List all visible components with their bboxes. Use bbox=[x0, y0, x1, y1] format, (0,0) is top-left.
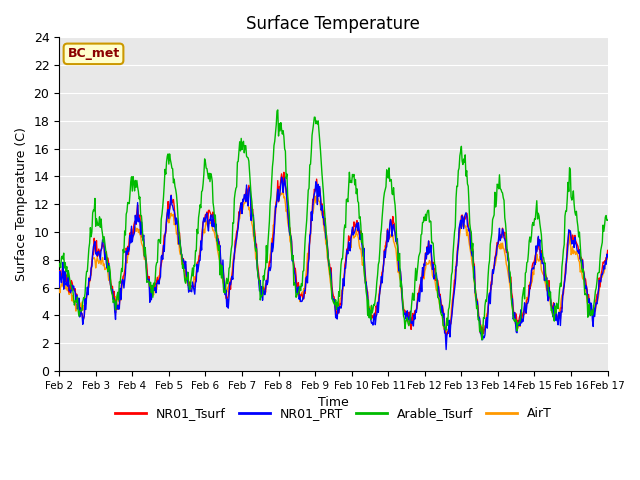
X-axis label: Time: Time bbox=[318, 396, 349, 409]
Title: Surface Temperature: Surface Temperature bbox=[246, 15, 420, 33]
Text: BC_met: BC_met bbox=[67, 48, 120, 60]
Y-axis label: Surface Temperature (C): Surface Temperature (C) bbox=[15, 127, 28, 281]
Legend: NR01_Tsurf, NR01_PRT, Arable_Tsurf, AirT: NR01_Tsurf, NR01_PRT, Arable_Tsurf, AirT bbox=[110, 402, 557, 425]
